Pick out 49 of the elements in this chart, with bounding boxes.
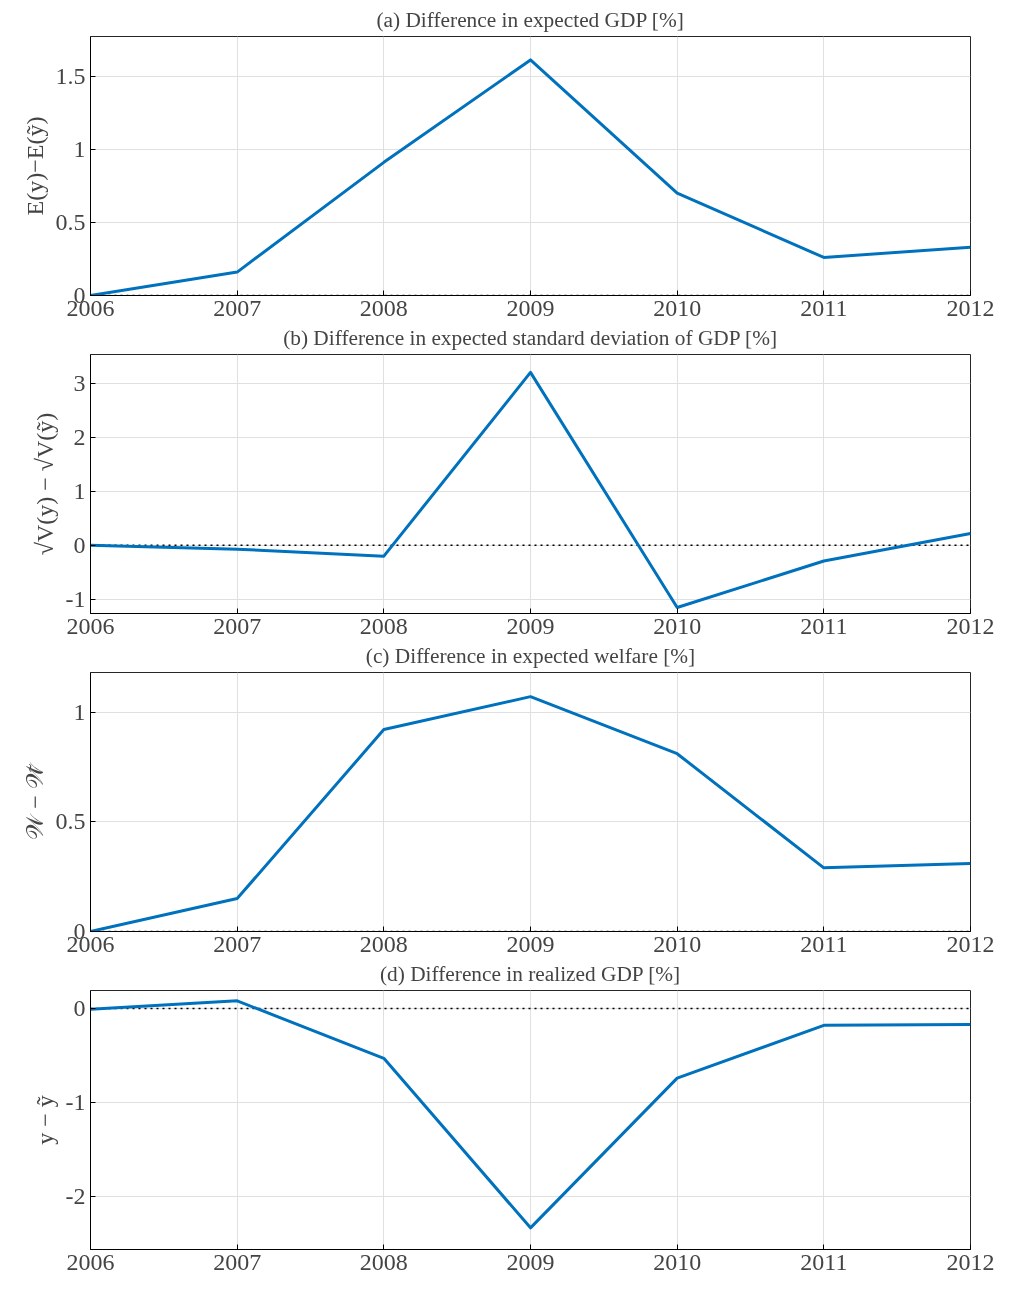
x-tick-label: 2009 (506, 294, 555, 321)
line-series (90, 999, 971, 1230)
x-tick-label: 2008 (359, 1248, 408, 1275)
x-tick-label: 2011 (800, 930, 848, 957)
x-tick-label: 2008 (359, 294, 408, 321)
x-tick-label: 2011 (800, 1248, 848, 1275)
y-axis-title: y − ỹ (31, 1095, 58, 1145)
line-series (90, 370, 971, 610)
y-tick-label: 1.5 (55, 62, 86, 89)
x-tick-label: 2011 (800, 612, 848, 639)
chart-title: (d) Difference in realized GDP [%] (379, 961, 681, 986)
y-tick-label: -1 (65, 1089, 86, 1116)
x-tick-label: 2007 (213, 612, 262, 639)
x-tick-label: 2006 (66, 1248, 115, 1275)
y-tick-label: 1 (73, 477, 86, 504)
y-tick-label: 0 (73, 531, 86, 558)
y-tick-label: -2 (65, 1183, 86, 1210)
y-axis-title: √V(y) − √V(ỹ) (31, 412, 58, 556)
chart-title: (b) Difference in expected standard deviation of GDP [%] (283, 325, 778, 350)
y-axis-title: 𝒲 − 𝒲̃ (21, 762, 48, 840)
x-tick-label: 2007 (213, 930, 262, 957)
x-tick-label: 2009 (506, 1248, 555, 1275)
y-tick-label: 0 (73, 994, 86, 1021)
y-tick-label: -1 (65, 585, 86, 612)
x-tick-label: 2006 (66, 612, 115, 639)
y-tick-label: 1 (73, 698, 86, 725)
x-tick-label: 2012 (946, 612, 995, 639)
y-tick-label: 0.5 (55, 208, 86, 235)
y-tick-label: 0.5 (55, 808, 86, 835)
x-tick-label: 2012 (946, 930, 995, 957)
chart-title: (c) Difference in expected welfare [%] (365, 643, 696, 668)
x-tick-label: 2009 (506, 612, 555, 639)
x-tick-label: 2008 (359, 930, 408, 957)
x-tick-label: 2010 (653, 930, 702, 957)
x-tick-label: 2007 (213, 294, 262, 321)
x-tick-label: 2008 (359, 612, 408, 639)
y-tick-label: 1 (73, 135, 86, 162)
x-tick-label: 2010 (653, 294, 702, 321)
x-tick-label: 2010 (653, 612, 702, 639)
x-tick-label: 2010 (653, 1248, 702, 1275)
y-tick-label: 3 (73, 369, 86, 396)
x-tick-label: 2007 (213, 1248, 262, 1275)
x-tick-label: 2012 (946, 1248, 995, 1275)
y-axis-title: E(y)−E(ỹ) (21, 116, 48, 216)
x-tick-label: 2011 (800, 294, 848, 321)
y-tick-label: 2 (73, 423, 86, 450)
x-tick-label: 2012 (946, 294, 995, 321)
x-tick-label: 2009 (506, 930, 555, 957)
chart-title: (a) Difference in expected GDP [%] (376, 7, 684, 32)
